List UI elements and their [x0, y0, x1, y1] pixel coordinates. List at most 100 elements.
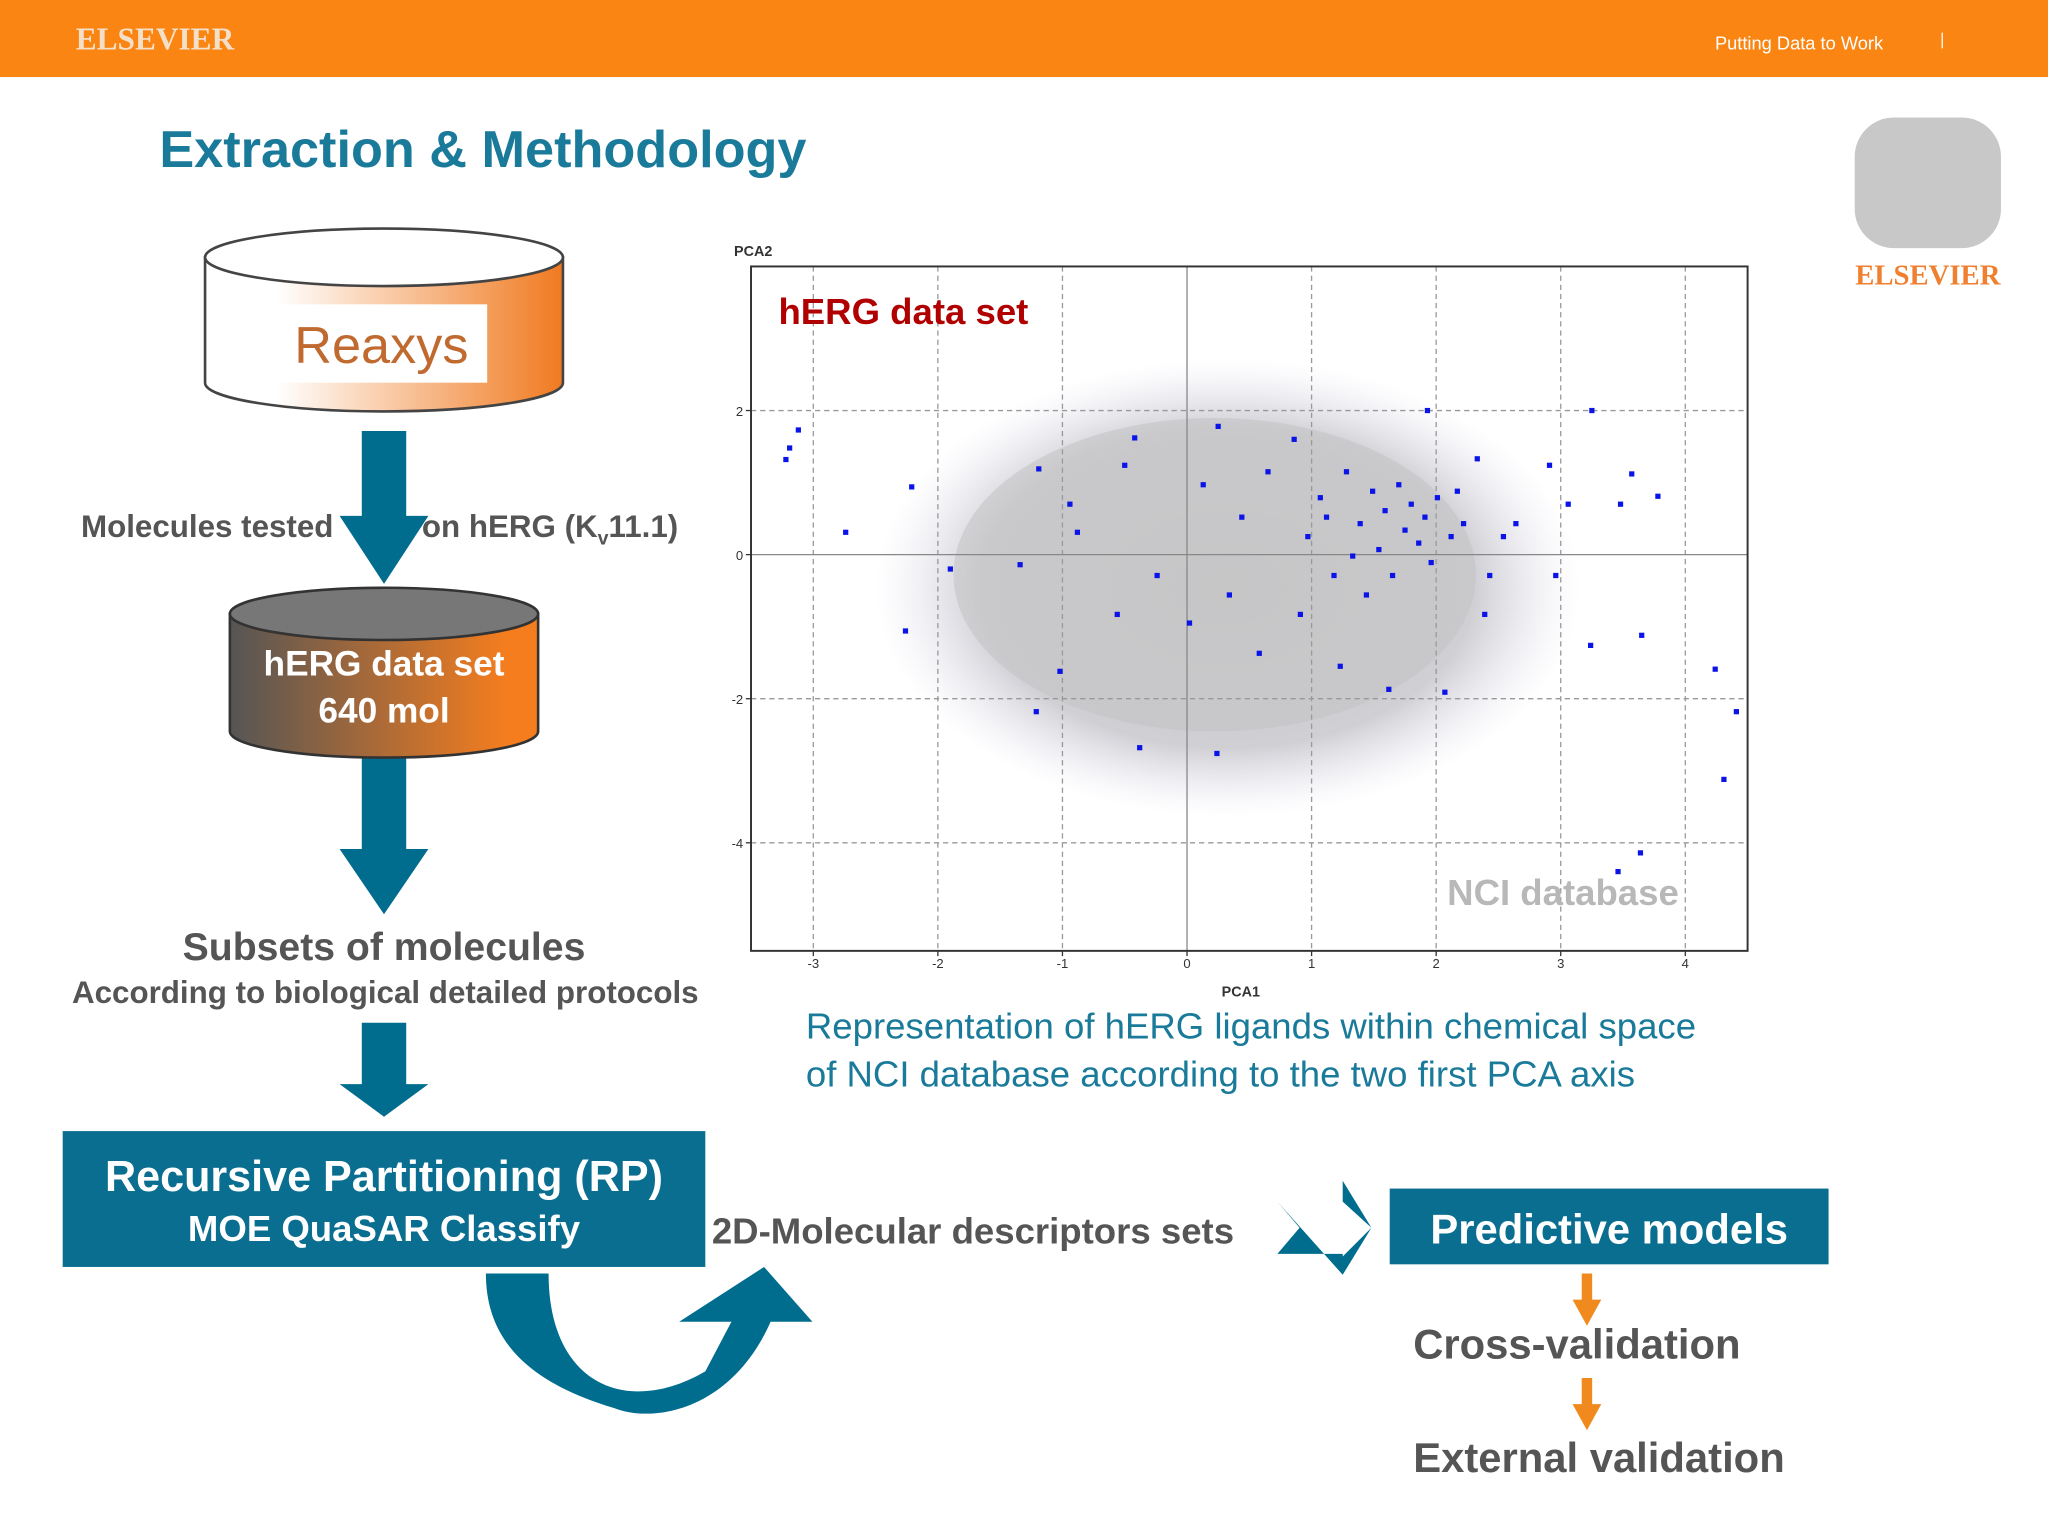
point — [1114, 611, 1120, 618]
point — [1639, 632, 1645, 638]
point — [1408, 501, 1414, 507]
dataset-count: 640 mol — [318, 691, 449, 730]
point — [1215, 423, 1221, 429]
point — [1017, 562, 1023, 568]
point — [1553, 572, 1559, 579]
point — [1448, 533, 1454, 540]
x-tick-label: 4 — [1682, 956, 1689, 971]
point — [1482, 611, 1488, 618]
y-axis-label: PCA2 — [734, 244, 772, 260]
models-box — [1389, 1188, 1829, 1265]
point — [1357, 521, 1363, 527]
arrow-down — [339, 431, 429, 584]
plot-frame — [750, 265, 1749, 952]
point — [1460, 521, 1467, 527]
point — [1256, 650, 1262, 656]
x-tick-label: -2 — [932, 956, 944, 971]
tagline: Putting Data to Work — [1715, 33, 1884, 54]
point — [1214, 750, 1220, 757]
arrow-down — [339, 757, 429, 915]
nci-cloud-core — [953, 417, 1476, 732]
point — [843, 529, 849, 535]
header-bar — [0, 0, 2048, 78]
caption-line: Representation of hERG ligands within ch… — [806, 1005, 1696, 1046]
point — [1617, 501, 1624, 507]
small-arrow — [1572, 1377, 1602, 1431]
point — [1297, 611, 1303, 618]
point — [1386, 686, 1392, 692]
point — [1402, 527, 1408, 533]
y-tick-label: -2 — [732, 692, 744, 707]
point — [1370, 488, 1376, 494]
method-box — [62, 1131, 706, 1267]
y-tick-label: 2 — [736, 404, 743, 419]
descriptors-label: 2D-Molecular descriptors sets — [712, 1210, 1234, 1251]
point — [909, 484, 915, 490]
point — [1226, 592, 1232, 598]
point — [795, 427, 801, 433]
dataset-cylinder — [228, 612, 540, 759]
curved-arrow — [485, 1266, 813, 1414]
point — [1331, 572, 1337, 579]
point — [1154, 572, 1160, 579]
slide-title: Extraction & Methodology — [159, 121, 806, 179]
point — [783, 456, 789, 463]
point — [1067, 501, 1073, 507]
point — [1343, 469, 1350, 475]
subsets-subtitle: According to biological detailed protoco… — [72, 975, 699, 1010]
point — [1323, 514, 1330, 520]
point — [1265, 469, 1271, 475]
x-axis-label: PCA1 — [1222, 985, 1260, 1001]
point — [1291, 436, 1297, 442]
point — [1337, 663, 1343, 669]
point — [1422, 514, 1428, 520]
x-tick-label: 1 — [1308, 956, 1315, 971]
point — [1637, 850, 1644, 856]
subscript: v — [598, 528, 609, 550]
point — [1513, 521, 1519, 527]
point — [1305, 533, 1311, 540]
subsets-title: Subsets of molecules — [183, 926, 586, 969]
point — [1382, 508, 1388, 514]
validation-step: External validation — [1413, 1434, 1785, 1481]
x-tick-label: 2 — [1433, 956, 1440, 971]
chevron-arrow — [1277, 1180, 1372, 1275]
chart-overlay: PCA2 PCA1 hERG data set NCI database — [734, 244, 1749, 1001]
chart-annotation: NCI database — [1447, 872, 1679, 913]
small-arrow — [1572, 1273, 1602, 1326]
dataset-label: hERG data set — [264, 644, 505, 683]
point — [1424, 407, 1431, 414]
point — [787, 445, 793, 451]
method-title: Recursive Partitioning (RP) — [105, 1153, 663, 1201]
point — [1546, 462, 1553, 468]
point — [1376, 546, 1382, 553]
source-label: Reaxys — [294, 317, 468, 375]
point — [1589, 407, 1595, 414]
point — [1396, 482, 1402, 488]
cylinder-top — [203, 227, 565, 288]
point — [1200, 482, 1206, 488]
point — [1363, 592, 1370, 598]
point — [1454, 488, 1460, 494]
chart-annotation: hERG data set — [778, 291, 1028, 332]
x-tick-label: -1 — [1057, 956, 1069, 971]
y-tick-label: 0 — [736, 548, 743, 563]
point — [1474, 456, 1480, 462]
x-tick-label: 0 — [1183, 956, 1190, 971]
edge-label: Molecules tested — [81, 509, 333, 544]
y-tick-label: -4 — [732, 836, 744, 851]
method-subtitle: MOE QuaSAR Classify — [188, 1208, 581, 1249]
point — [1033, 709, 1039, 715]
label-part: on hERG (K — [422, 509, 598, 544]
scatter-chart: -3 -2 -1 0 1 2 3 4 -4 -2 0 2 — [732, 266, 1748, 971]
point — [1500, 533, 1507, 540]
point — [1186, 620, 1193, 626]
point — [1487, 572, 1493, 579]
point — [1721, 776, 1727, 783]
point — [1350, 553, 1356, 559]
validation-step: Cross-validation — [1413, 1320, 1740, 1367]
point — [1074, 529, 1081, 535]
point — [902, 628, 909, 634]
